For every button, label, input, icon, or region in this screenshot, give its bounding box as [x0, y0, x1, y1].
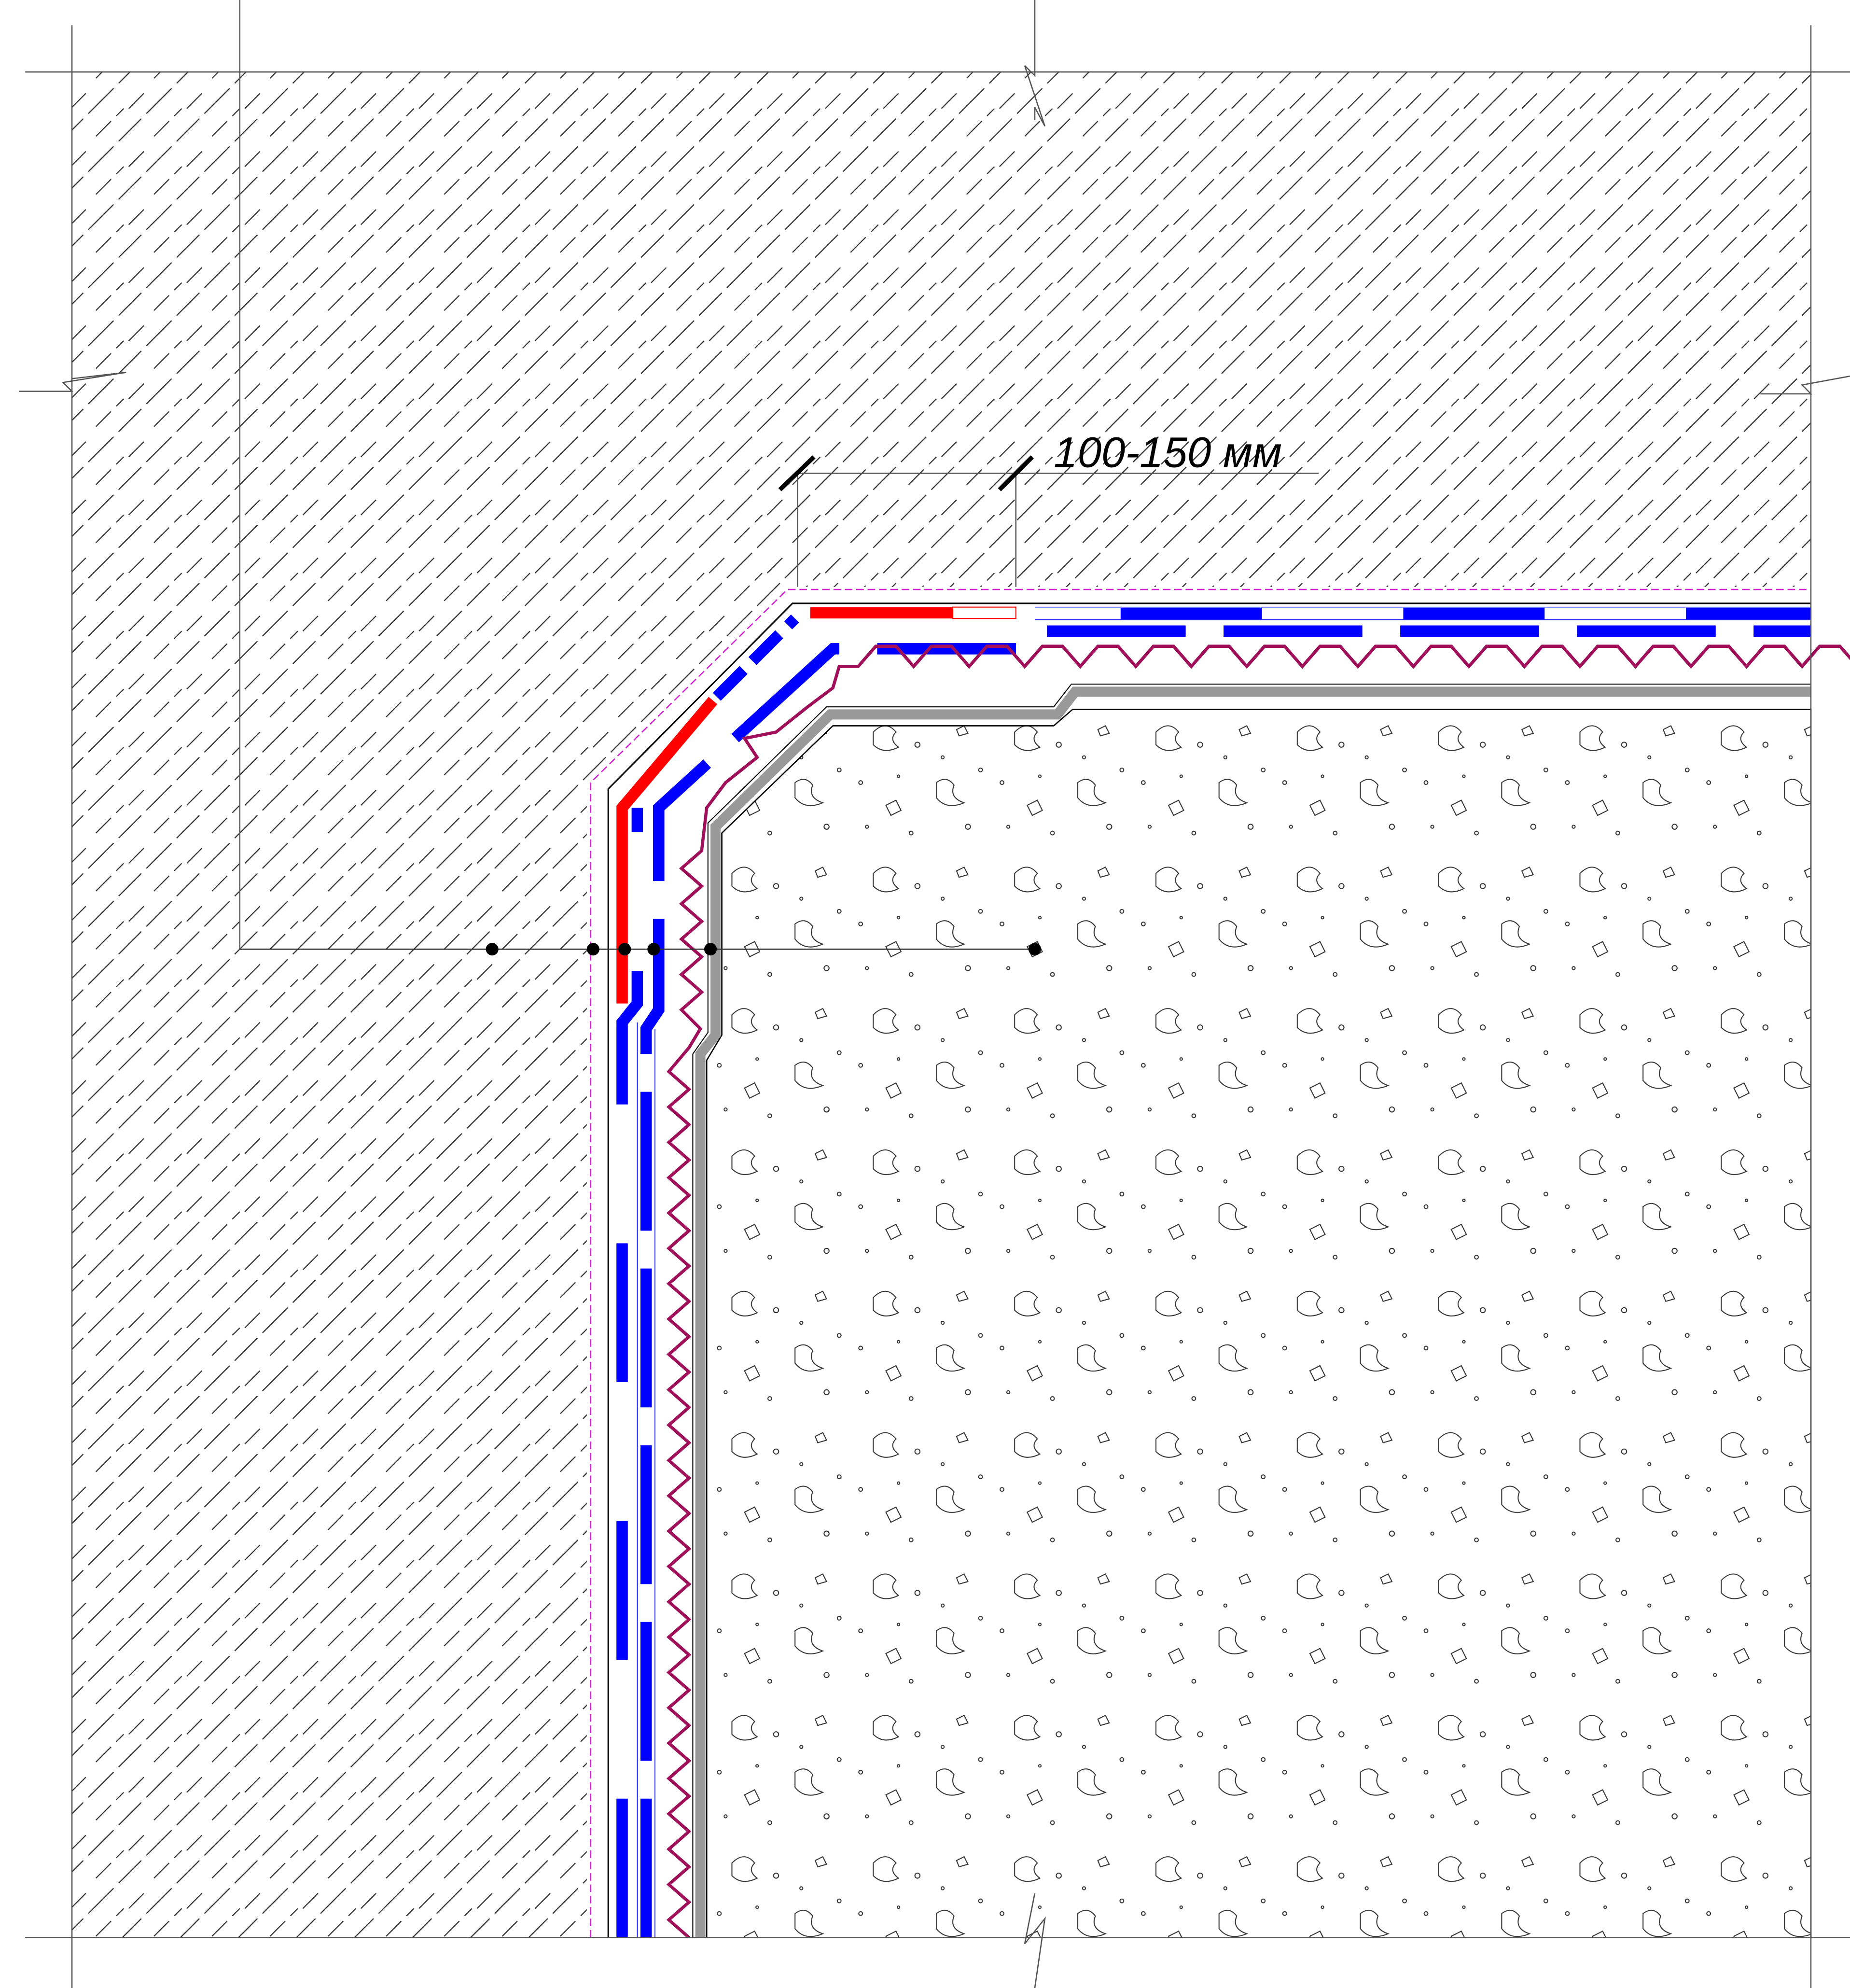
layers — [590, 588, 1850, 1939]
blue-layer-2 — [640, 625, 1811, 1938]
blue-outline-2 — [637, 1022, 655, 1938]
gray-outline — [692, 684, 1811, 1938]
red-strip-end — [952, 606, 1016, 619]
outer-line — [590, 588, 1811, 1938]
blue-outline — [1034, 606, 1811, 620]
frame — [19, 0, 1850, 1988]
dimension: 100-150 мм — [778, 428, 1319, 587]
blue-layer-1 — [616, 808, 643, 1938]
drainage-membrane — [666, 644, 1850, 1939]
red-strip — [810, 607, 953, 619]
layer-band — [586, 587, 1811, 1938]
blue-diag — [712, 614, 799, 701]
dimension-label: 100-150 мм — [1054, 428, 1282, 476]
concrete — [706, 709, 1812, 1938]
red-layer — [616, 697, 718, 1004]
gray-layer — [695, 686, 1811, 1938]
section-line — [239, 943, 1042, 956]
black-line — [607, 602, 1811, 1938]
